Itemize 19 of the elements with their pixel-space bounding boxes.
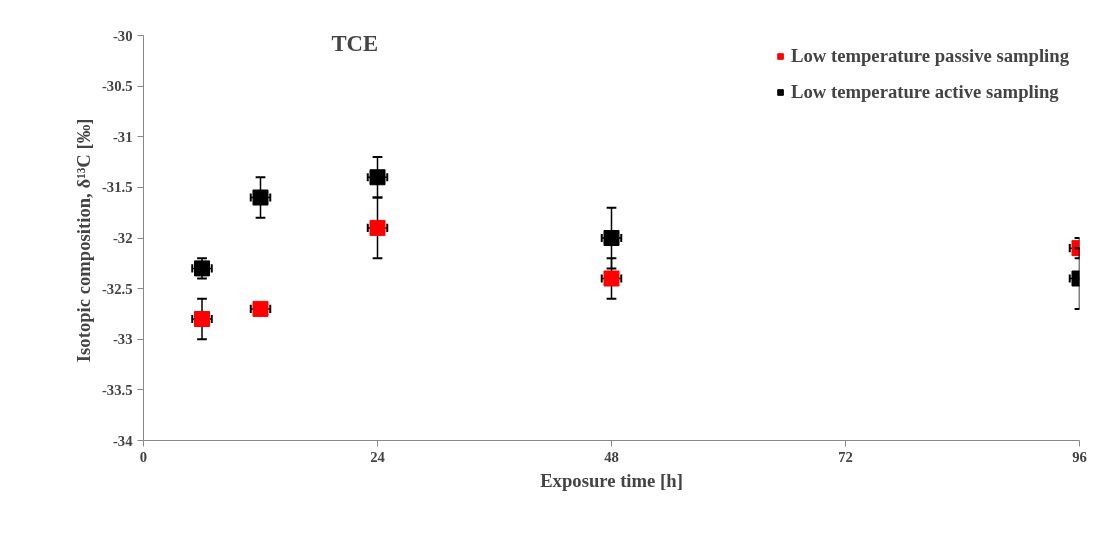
y-tick-label: -33 (112, 331, 133, 348)
chart-title: TCE (331, 30, 379, 56)
y-axis-title: Isotopic composition, δ¹³C [‰] (72, 118, 94, 363)
x-tick-label: 24 (370, 448, 386, 465)
y-tick-label: -32.5 (101, 280, 133, 297)
y-tick-label: -31 (112, 128, 133, 145)
legend-label: Low temperature passive sampling (791, 45, 1069, 67)
y-tick-label: -33.5 (101, 381, 133, 398)
y-tick-label: -32 (112, 230, 133, 246)
x-tick-label: 96 (1072, 448, 1087, 465)
x-tick-label: 0 (139, 448, 148, 465)
legend-label: Low temperature active sampling (791, 81, 1059, 103)
y-tick-label: -30.5 (101, 78, 133, 95)
x-tick-label: 72 (838, 448, 853, 465)
y-tick-label: -31.5 (101, 179, 133, 196)
x-tick-label: 48 (604, 448, 619, 465)
x-axis-title: Exposure time [h] (540, 469, 683, 491)
y-tick-label: -30 (112, 27, 133, 44)
y-tick-label: -34 (112, 432, 134, 449)
